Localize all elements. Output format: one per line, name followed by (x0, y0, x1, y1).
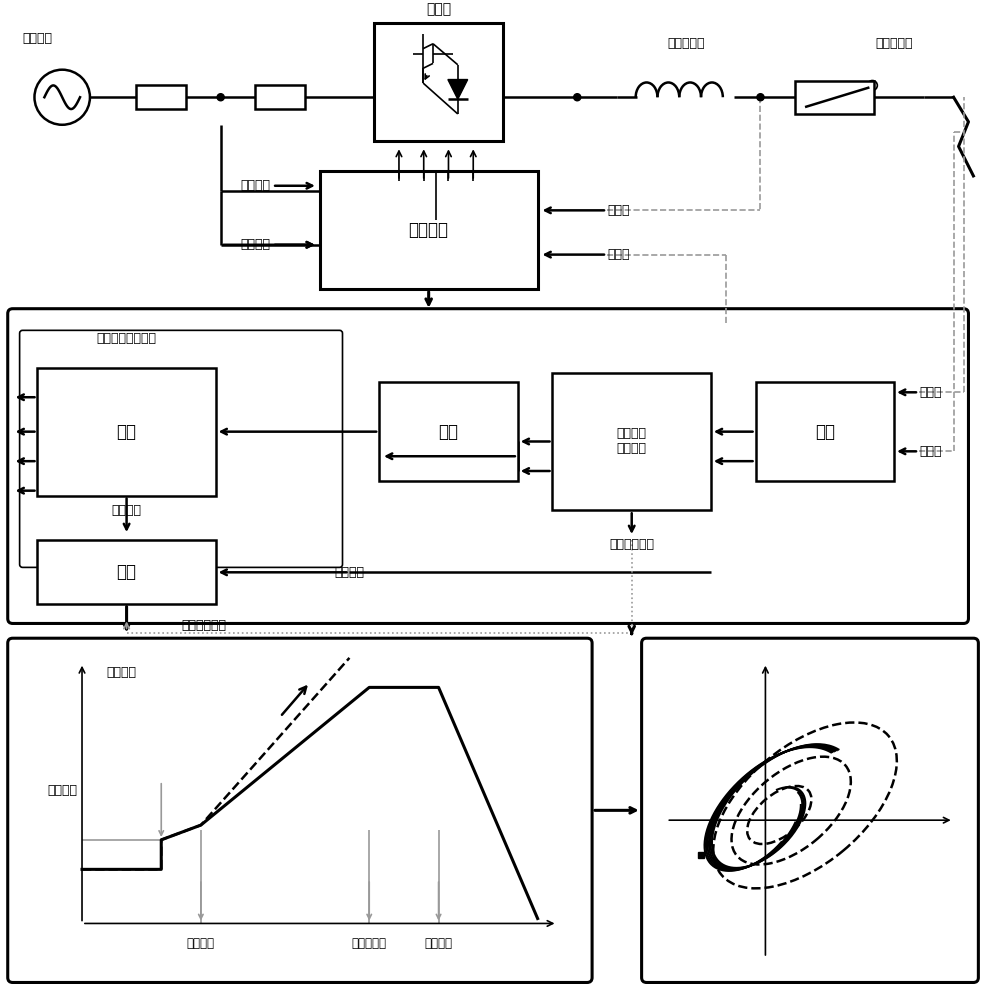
Bar (320, 171, 538, 289)
FancyBboxPatch shape (20, 330, 343, 567)
Text: 控制触发: 控制触发 (187, 937, 215, 950)
Circle shape (217, 94, 224, 101)
Bar (795, 81, 874, 114)
Text: 故障发生: 故障发生 (47, 784, 77, 797)
Text: 内环: 内环 (438, 423, 458, 441)
Text: 平波电抗器: 平波电抗器 (667, 37, 705, 50)
Text: 参考值: 参考值 (919, 445, 941, 458)
Text: 控制启动信号: 控制启动信号 (181, 619, 226, 632)
FancyBboxPatch shape (641, 638, 978, 982)
Text: 直流电流: 直流电流 (335, 566, 365, 579)
Text: 交流电压: 交流电压 (240, 179, 270, 192)
Text: 调制: 调制 (117, 423, 136, 441)
Text: 运行值: 运行值 (919, 386, 941, 399)
Bar (136, 85, 186, 109)
Polygon shape (448, 80, 468, 99)
Text: 故障隔离: 故障隔离 (424, 937, 452, 950)
Text: 运行值: 运行值 (607, 204, 629, 217)
FancyBboxPatch shape (8, 309, 968, 623)
Bar (38, 540, 216, 604)
Bar (374, 23, 503, 141)
Bar (38, 368, 216, 496)
Text: 控制系统: 控制系统 (408, 221, 448, 239)
Bar (756, 382, 894, 481)
Text: 控制启动信号: 控制启动信号 (610, 538, 654, 551)
Bar (553, 373, 711, 510)
Text: 交流电流: 交流电流 (240, 238, 270, 251)
Text: 交流电网: 交流电网 (23, 32, 53, 45)
Text: 桥臂电流
抑制控制: 桥臂电流 抑制控制 (617, 427, 646, 455)
Text: 计算: 计算 (117, 563, 136, 581)
Bar (379, 382, 518, 481)
Circle shape (574, 94, 581, 101)
Bar (255, 85, 305, 109)
Text: 直流断路器: 直流断路器 (875, 37, 913, 50)
Text: 外环: 外环 (815, 423, 835, 441)
Text: 开关系数: 开关系数 (112, 504, 141, 517)
Text: 直流电流: 直流电流 (107, 666, 136, 679)
FancyBboxPatch shape (8, 638, 592, 982)
Text: 参考值: 参考值 (607, 248, 629, 261)
Text: 换流器: 换流器 (426, 2, 451, 16)
Circle shape (757, 94, 764, 101)
Text: 断路器开断: 断路器开断 (352, 937, 386, 950)
Text: 直流电流抑制控制: 直流电流抑制控制 (97, 332, 156, 345)
